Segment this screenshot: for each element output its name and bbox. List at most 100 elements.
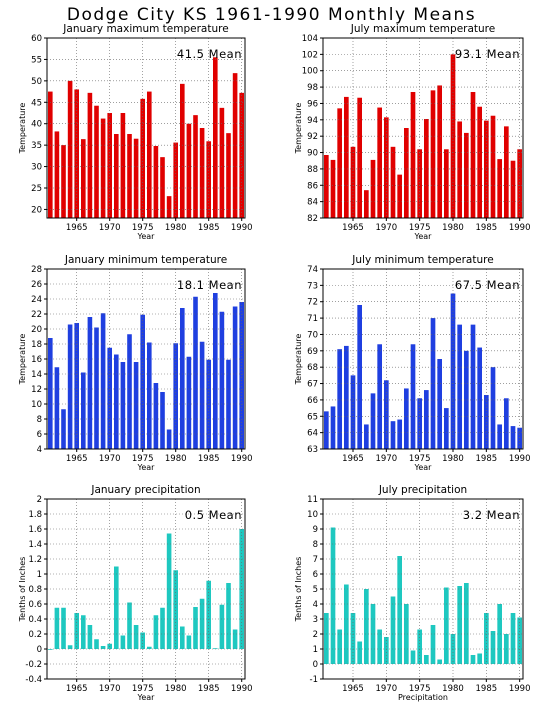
bar (48, 338, 53, 449)
y-tick-label: 14 (31, 370, 42, 380)
y-tick-label: 88 (307, 165, 318, 175)
x-tick-label: 1975 (409, 684, 431, 694)
bar (444, 408, 449, 449)
y-tick-label: 65 (307, 412, 318, 422)
y-tick-label: 70 (307, 330, 318, 340)
y-tick-label: 11 (307, 495, 318, 505)
x-tick-label: 1980 (442, 223, 464, 233)
bar (404, 388, 409, 449)
y-axis-label: Temperature (18, 334, 27, 386)
x-axis-label: Year (137, 463, 156, 472)
bar (67, 80, 73, 218)
bar (504, 126, 509, 218)
y-tick-label: 22 (31, 310, 42, 320)
bar (186, 356, 192, 449)
chart-panel-6: July precipitation -1 0 1 2 3 4 5 6 7 8 9 10 11 1965 19… (294, 484, 530, 702)
bar (484, 613, 489, 664)
bar (114, 354, 119, 449)
bar (120, 362, 126, 449)
bar (510, 426, 516, 449)
y-tick-label: 64 (307, 429, 318, 439)
y-tick-label: 9 (313, 525, 318, 535)
bar (87, 92, 93, 218)
x-tick-label: 1975 (132, 684, 154, 694)
bar (457, 324, 462, 449)
x-tick-label: 1970 (376, 684, 398, 694)
bar (517, 427, 522, 449)
bar (430, 625, 436, 664)
bar (324, 155, 329, 218)
x-tick-label: 1990 (231, 223, 253, 233)
bar (213, 57, 218, 219)
bar (180, 308, 185, 449)
bar (364, 190, 369, 218)
bar (397, 174, 402, 218)
y-tick-label: 0.6 (28, 600, 42, 610)
bar (384, 637, 389, 664)
y-tick-label: 84 (307, 198, 318, 208)
y-tick-label: 1.8 (28, 510, 42, 520)
y-tick-label: 6 (37, 430, 42, 440)
bar (350, 613, 356, 664)
y-tick-label: 6 (313, 570, 318, 580)
x-tick-label: 1965 (342, 454, 364, 464)
bar (153, 615, 159, 649)
y-tick-label: 10 (307, 510, 318, 520)
plot-frame (322, 37, 524, 219)
bar (397, 419, 402, 449)
bar (213, 648, 218, 650)
bar (199, 128, 205, 218)
mean-label: 18.1 Mean (177, 278, 242, 292)
bar (100, 118, 106, 218)
bar (160, 607, 165, 649)
y-axis-label: Tenths of Inches (18, 557, 27, 623)
bar (133, 362, 139, 449)
bar (147, 646, 152, 649)
x-tick-label: 1985 (476, 223, 498, 233)
y-tick-label: -0.4 (25, 675, 42, 685)
page-title: Dodge City KS 1961-1990 Monthly Means (66, 5, 477, 25)
bar (54, 131, 60, 218)
y-tick-label: 92 (307, 132, 318, 142)
bar (193, 607, 198, 649)
y-axis-label: Tenths of Inches (294, 557, 303, 623)
grid-lines (47, 269, 245, 449)
bar (350, 375, 356, 449)
grid-lines (47, 499, 245, 679)
bar (370, 604, 376, 664)
bar (226, 583, 231, 649)
bar (364, 424, 369, 449)
y-tick-label: 69 (307, 347, 318, 357)
bar (330, 159, 336, 218)
x-tick-label: 1980 (165, 454, 187, 464)
bar (370, 393, 376, 449)
bar (120, 635, 126, 649)
x-tick-label: 1975 (132, 454, 154, 464)
y-tick-label: 20 (31, 205, 42, 215)
bar (470, 324, 476, 449)
bar (173, 142, 178, 218)
y-tick-label: 50 (31, 77, 42, 87)
bar (94, 639, 99, 649)
bar (81, 615, 86, 649)
bar (180, 626, 185, 649)
mean-label: 3.2 Mean (463, 508, 520, 522)
x-tick-label: 1985 (198, 684, 220, 694)
bar (219, 107, 225, 218)
bar (477, 347, 482, 449)
bar (337, 629, 342, 664)
bar (213, 293, 218, 449)
y-tick-label: 1 (313, 645, 318, 655)
bar (54, 367, 60, 449)
bar (232, 306, 238, 449)
bar (390, 146, 396, 218)
bar (160, 392, 165, 449)
bar (437, 359, 442, 449)
y-tick-label: 30 (31, 163, 42, 173)
bar (410, 344, 416, 449)
y-tick-label: 35 (31, 141, 42, 151)
y-tick-label: 90 (307, 149, 318, 159)
bar (94, 327, 99, 449)
bar (324, 613, 329, 664)
bar (457, 586, 462, 664)
